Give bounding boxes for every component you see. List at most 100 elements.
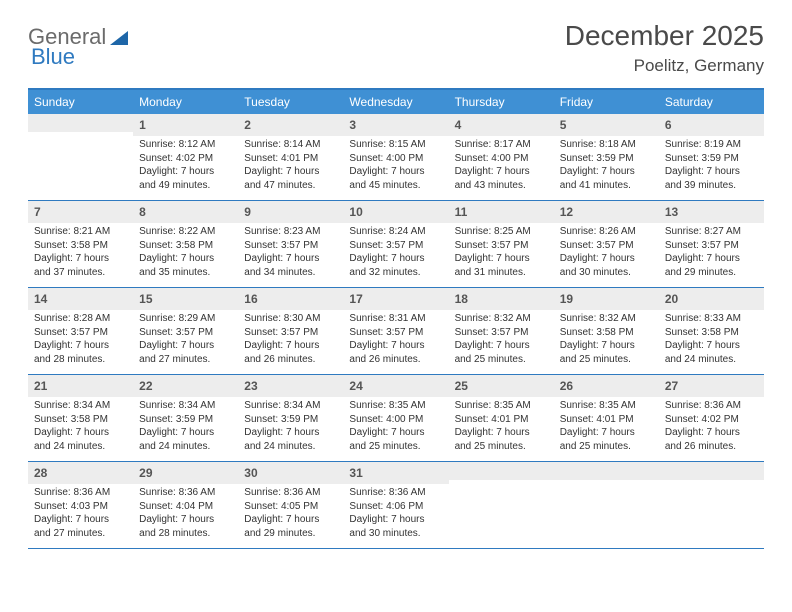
- day-number: 2: [244, 118, 251, 132]
- daynum-wrap: 25: [449, 375, 554, 397]
- day-cell: 6 Sunrise: 8:19 AMSunset: 3:59 PMDaylight…: [659, 114, 764, 200]
- day-cell: 27Sunrise: 8:36 AMSunset: 4:02 PMDayligh…: [659, 375, 764, 461]
- day-body: Sunrise: 8:34 AMSunset: 3:59 PMDaylight:…: [238, 397, 343, 457]
- daylight: Daylight: 7 hours and 27 minutes.: [34, 513, 127, 540]
- day-cell: 22Sunrise: 8:34 AMSunset: 3:59 PMDayligh…: [133, 375, 238, 461]
- day-body: Sunrise: 8:32 AMSunset: 3:57 PMDaylight:…: [449, 310, 554, 370]
- day-cell: 1Sunrise: 8:12 AMSunset: 4:02 PMDaylight…: [133, 114, 238, 200]
- sunset: Sunset: 4:00 PM: [349, 152, 442, 166]
- day-cell: 14Sunrise: 8:28 AMSunset: 3:57 PMDayligh…: [28, 288, 133, 374]
- day-number: 5: [560, 118, 567, 132]
- sunrise: Sunrise: 8:17 AM: [455, 138, 548, 152]
- daynum-wrap: [554, 462, 659, 480]
- day-cell: 4Sunrise: 8:17 AMSunset: 4:00 PMDaylight…: [449, 114, 554, 200]
- daynum-wrap: [449, 462, 554, 480]
- dow-sat: Saturday: [659, 90, 764, 114]
- day-number: 30: [244, 466, 257, 480]
- dow-wed: Wednesday: [343, 90, 448, 114]
- logo-text-2: Blue: [31, 44, 75, 70]
- daynum-wrap: 18: [449, 288, 554, 310]
- sunset: Sunset: 4:00 PM: [455, 152, 548, 166]
- sunrise: Sunrise: 8:19 AM: [665, 138, 758, 152]
- calendar-page: General December 2025 Poelitz, Germany B…: [0, 0, 792, 569]
- daynum-wrap: 30: [238, 462, 343, 484]
- daynum-wrap: 11: [449, 201, 554, 223]
- sunset: Sunset: 3:57 PM: [244, 326, 337, 340]
- daynum-wrap: [28, 114, 133, 132]
- day-number: 6: [665, 118, 672, 132]
- daylight: Daylight: 7 hours and 27 minutes.: [139, 339, 232, 366]
- dow-thu: Thursday: [449, 90, 554, 114]
- sunrise: Sunrise: 8:34 AM: [244, 399, 337, 413]
- sunset: Sunset: 3:57 PM: [34, 326, 127, 340]
- sunset: Sunset: 3:58 PM: [665, 326, 758, 340]
- day-number: 9: [244, 205, 251, 219]
- sunset: Sunset: 3:57 PM: [349, 239, 442, 253]
- day-cell: 13Sunrise: 8:27 AMSunset: 3:57 PMDayligh…: [659, 201, 764, 287]
- daynum-wrap: 6: [659, 114, 764, 136]
- daylight: Daylight: 7 hours and 49 minutes.: [139, 165, 232, 192]
- day-number: 14: [34, 292, 47, 306]
- day-body: Sunrise: 8:29 AMSunset: 3:57 PMDaylight:…: [133, 310, 238, 370]
- header: General December 2025 Poelitz, Germany: [28, 20, 764, 76]
- daylight: Daylight: 7 hours and 26 minutes.: [665, 426, 758, 453]
- sunrise: Sunrise: 8:21 AM: [34, 225, 127, 239]
- day-body: Sunrise: 8:19 AMSunset: 3:59 PMDaylight:…: [659, 136, 764, 196]
- day-cell: [28, 114, 133, 200]
- day-number: 15: [139, 292, 152, 306]
- week-row: 21Sunrise: 8:34 AMSunset: 3:58 PMDayligh…: [28, 375, 764, 462]
- daylight: Daylight: 7 hours and 41 minutes.: [560, 165, 653, 192]
- day-number: 23: [244, 379, 257, 393]
- day-body: Sunrise: 8:27 AMSunset: 3:57 PMDaylight:…: [659, 223, 764, 283]
- day-number: 29: [139, 466, 152, 480]
- day-number: 4: [455, 118, 462, 132]
- sunset: Sunset: 4:01 PM: [244, 152, 337, 166]
- daynum-wrap: 27: [659, 375, 764, 397]
- sunset: Sunset: 4:01 PM: [455, 413, 548, 427]
- day-cell: 7Sunrise: 8:21 AMSunset: 3:58 PMDaylight…: [28, 201, 133, 287]
- daynum-wrap: 17: [343, 288, 448, 310]
- day-number: 20: [665, 292, 678, 306]
- sunset: Sunset: 4:02 PM: [665, 413, 758, 427]
- daylight: Daylight: 7 hours and 34 minutes.: [244, 252, 337, 279]
- dow-row: Sunday Monday Tuesday Wednesday Thursday…: [28, 90, 764, 114]
- daylight: Daylight: 7 hours and 30 minutes.: [349, 513, 442, 540]
- day-body: Sunrise: 8:15 AMSunset: 4:00 PMDaylight:…: [343, 136, 448, 196]
- sunset: Sunset: 4:06 PM: [349, 500, 442, 514]
- daynum-wrap: 21: [28, 375, 133, 397]
- week-row: 14Sunrise: 8:28 AMSunset: 3:57 PMDayligh…: [28, 288, 764, 375]
- daynum-wrap: 14: [28, 288, 133, 310]
- sunset: Sunset: 4:03 PM: [34, 500, 127, 514]
- day-body: Sunrise: 8:23 AMSunset: 3:57 PMDaylight:…: [238, 223, 343, 283]
- day-number: 27: [665, 379, 678, 393]
- daylight: Daylight: 7 hours and 24 minutes.: [34, 426, 127, 453]
- daynum-wrap: 7: [28, 201, 133, 223]
- sunrise: Sunrise: 8:24 AM: [349, 225, 442, 239]
- sunset: Sunset: 3:57 PM: [455, 326, 548, 340]
- daylight: Daylight: 7 hours and 24 minutes.: [244, 426, 337, 453]
- daylight: Daylight: 7 hours and 28 minutes.: [34, 339, 127, 366]
- day-body: Sunrise: 8:36 AMSunset: 4:04 PMDaylight:…: [133, 484, 238, 544]
- day-body: Sunrise: 8:22 AMSunset: 3:58 PMDaylight:…: [133, 223, 238, 283]
- day-cell: 23 Sunrise: 8:34 AMSunset: 3:59 PMDayligh…: [238, 375, 343, 461]
- day-body: Sunrise: 8:35 AMSunset: 4:00 PMDaylight:…: [343, 397, 448, 457]
- daynum-wrap: 13: [659, 201, 764, 223]
- daylight: Daylight: 7 hours and 24 minutes.: [665, 339, 758, 366]
- day-cell: 31Sunrise: 8:36 AMSunset: 4:06 PMDayligh…: [343, 462, 448, 548]
- day-number: 28: [34, 466, 47, 480]
- day-cell: 5Sunrise: 8:18 AMSunset: 3:59 PMDaylight…: [554, 114, 659, 200]
- daylight: Daylight: 7 hours and 47 minutes.: [244, 165, 337, 192]
- daynum-wrap: 20: [659, 288, 764, 310]
- day-body: Sunrise: 8:33 AMSunset: 3:58 PMDaylight:…: [659, 310, 764, 370]
- sunrise: Sunrise: 8:36 AM: [139, 486, 232, 500]
- daynum-wrap: 2: [238, 114, 343, 136]
- sunrise: Sunrise: 8:14 AM: [244, 138, 337, 152]
- daynum-wrap: 9: [238, 201, 343, 223]
- sunset: Sunset: 3:59 PM: [665, 152, 758, 166]
- day-cell: 20 Sunrise: 8:33 AMSunset: 3:58 PMDayligh…: [659, 288, 764, 374]
- day-cell: 28Sunrise: 8:36 AMSunset: 4:03 PMDayligh…: [28, 462, 133, 548]
- sunrise: Sunrise: 8:35 AM: [455, 399, 548, 413]
- day-number: 25: [455, 379, 468, 393]
- week-row: 7Sunrise: 8:21 AMSunset: 3:58 PMDaylight…: [28, 201, 764, 288]
- day-cell: 18Sunrise: 8:32 AMSunset: 3:57 PMDayligh…: [449, 288, 554, 374]
